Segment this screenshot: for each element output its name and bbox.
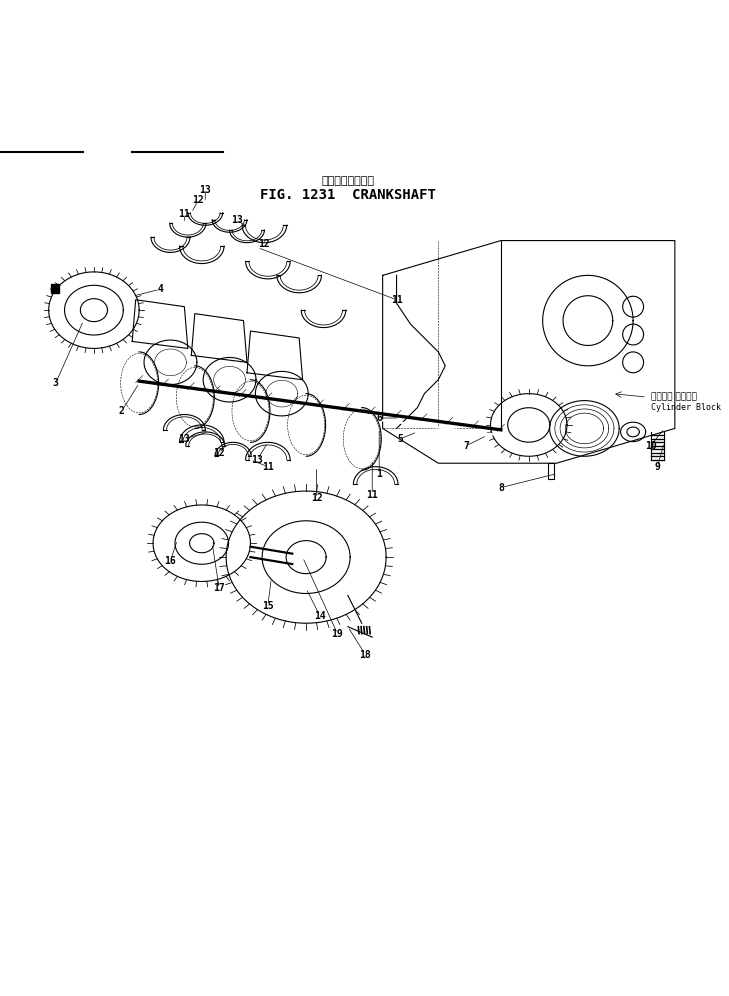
Text: 9: 9 <box>655 462 660 472</box>
Text: シリンダ ブロック: シリンダ ブロック <box>650 392 696 401</box>
Text: 7: 7 <box>463 441 469 451</box>
Text: 15: 15 <box>262 601 273 611</box>
Text: 13: 13 <box>179 434 190 444</box>
Text: 12: 12 <box>259 239 270 249</box>
Text: Cylinder Block: Cylinder Block <box>650 403 720 412</box>
Text: 19: 19 <box>332 628 343 638</box>
Bar <box>548 463 554 478</box>
Text: 12: 12 <box>214 448 225 458</box>
Text: クランクシャフト: クランクシャフト <box>321 176 375 186</box>
Text: FIG. 1231  CRANKSHAFT: FIG. 1231 CRANKSHAFT <box>260 188 436 202</box>
Text: 1: 1 <box>376 469 382 479</box>
Text: 11: 11 <box>262 462 273 472</box>
Text: 6: 6 <box>376 413 382 423</box>
Text: 14: 14 <box>314 612 326 622</box>
Text: 11: 11 <box>367 489 378 500</box>
Text: 17: 17 <box>214 584 225 594</box>
Text: 12: 12 <box>311 493 322 503</box>
Text: 13: 13 <box>252 455 263 465</box>
Text: 3: 3 <box>52 378 58 388</box>
Text: 13: 13 <box>199 185 211 195</box>
Text: 12: 12 <box>192 195 204 205</box>
Text: 8: 8 <box>498 483 504 493</box>
Text: 2: 2 <box>119 406 125 416</box>
Text: 11: 11 <box>391 295 402 305</box>
Text: 18: 18 <box>359 649 371 659</box>
Text: 11: 11 <box>179 209 190 219</box>
Text: 16: 16 <box>165 556 176 566</box>
Text: 5: 5 <box>397 434 403 444</box>
Bar <box>51 285 59 293</box>
Text: 13: 13 <box>230 215 243 225</box>
Text: 10: 10 <box>644 441 656 451</box>
Text: 4: 4 <box>157 284 163 294</box>
